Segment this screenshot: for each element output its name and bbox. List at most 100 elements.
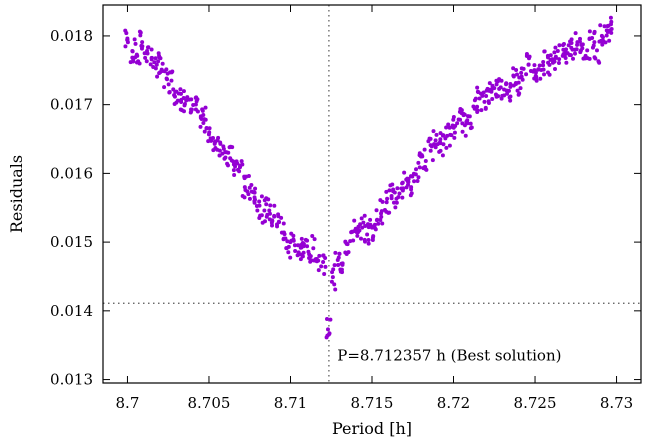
data-point bbox=[201, 112, 206, 117]
data-point bbox=[249, 182, 254, 187]
data-point bbox=[291, 233, 296, 238]
data-point bbox=[580, 42, 585, 47]
data-point bbox=[178, 87, 183, 92]
data-point bbox=[349, 230, 354, 235]
data-point bbox=[325, 327, 330, 332]
x-tick-label: 8.71 bbox=[274, 394, 307, 412]
data-point bbox=[434, 132, 439, 137]
data-point bbox=[463, 133, 468, 138]
data-point bbox=[516, 80, 521, 85]
data-point bbox=[128, 60, 133, 65]
data-point bbox=[263, 219, 267, 224]
data-point bbox=[422, 147, 427, 152]
data-point bbox=[441, 142, 446, 147]
data-point bbox=[292, 243, 297, 248]
data-point bbox=[181, 89, 186, 94]
data-point bbox=[207, 126, 212, 131]
data-point bbox=[519, 70, 524, 75]
data-point bbox=[393, 205, 398, 210]
data-point bbox=[300, 241, 305, 245]
data-point bbox=[460, 121, 465, 126]
data-point bbox=[511, 66, 516, 71]
data-point bbox=[211, 135, 215, 140]
data-point bbox=[323, 264, 328, 269]
data-point bbox=[490, 96, 495, 101]
data-point bbox=[372, 226, 377, 231]
data-point bbox=[169, 70, 174, 75]
data-point bbox=[508, 82, 513, 87]
data-point bbox=[498, 85, 503, 90]
data-point bbox=[202, 117, 207, 122]
data-point bbox=[508, 84, 513, 89]
data-point bbox=[212, 139, 217, 144]
data-point bbox=[385, 196, 390, 201]
data-point bbox=[556, 61, 561, 66]
data-point bbox=[330, 275, 335, 280]
data-point bbox=[202, 129, 207, 134]
data-point bbox=[587, 29, 592, 34]
data-point bbox=[469, 125, 474, 130]
data-point bbox=[423, 159, 428, 164]
data-point bbox=[155, 74, 160, 79]
data-point bbox=[331, 267, 336, 272]
y-tick-label: 0.017 bbox=[50, 96, 93, 114]
data-point bbox=[534, 78, 539, 83]
data-point bbox=[545, 55, 550, 60]
data-point bbox=[400, 188, 405, 193]
data-point bbox=[524, 72, 529, 77]
data-point bbox=[515, 88, 520, 93]
data-points bbox=[123, 15, 614, 340]
data-point bbox=[281, 237, 286, 242]
data-point bbox=[343, 239, 348, 244]
data-point bbox=[235, 167, 240, 172]
data-point bbox=[201, 121, 206, 126]
data-point bbox=[333, 287, 338, 292]
data-point bbox=[578, 50, 583, 55]
data-point bbox=[213, 145, 218, 150]
data-point bbox=[218, 140, 223, 145]
data-point bbox=[204, 125, 209, 130]
y-tick-label: 0.016 bbox=[50, 164, 93, 182]
data-point bbox=[357, 228, 362, 233]
data-point bbox=[566, 43, 571, 48]
data-point bbox=[361, 220, 366, 225]
data-point bbox=[242, 176, 247, 181]
data-point bbox=[251, 190, 256, 195]
data-point bbox=[483, 106, 488, 111]
data-point bbox=[267, 208, 272, 213]
y-axis-ticks: 0.013 0.014 0.015 0.016 0.017 0.018 bbox=[50, 27, 641, 389]
data-point bbox=[134, 52, 139, 57]
data-point bbox=[569, 41, 574, 46]
data-point bbox=[396, 195, 401, 200]
data-point bbox=[527, 54, 532, 59]
data-point bbox=[252, 197, 257, 202]
data-point bbox=[226, 150, 231, 155]
data-point bbox=[372, 222, 377, 227]
data-point bbox=[217, 148, 222, 153]
data-point bbox=[417, 165, 422, 170]
data-point bbox=[363, 224, 368, 229]
data-point bbox=[157, 55, 162, 60]
data-point bbox=[444, 145, 449, 150]
data-point bbox=[444, 125, 449, 130]
data-point bbox=[379, 214, 384, 219]
data-point bbox=[370, 237, 375, 242]
data-point bbox=[139, 46, 144, 51]
data-point bbox=[532, 63, 537, 68]
data-point bbox=[254, 204, 259, 208]
data-point bbox=[123, 44, 128, 49]
data-point bbox=[305, 244, 310, 249]
data-point bbox=[181, 109, 186, 114]
data-point bbox=[281, 221, 286, 226]
data-point bbox=[194, 99, 199, 104]
data-point bbox=[279, 230, 284, 235]
data-point bbox=[456, 117, 461, 122]
data-point bbox=[397, 191, 402, 196]
data-point bbox=[143, 55, 148, 60]
data-point bbox=[145, 45, 150, 50]
data-point bbox=[452, 130, 457, 135]
y-axis-label: Residuals bbox=[7, 155, 26, 233]
data-point bbox=[195, 109, 200, 114]
data-point bbox=[238, 164, 243, 169]
data-point bbox=[409, 187, 414, 192]
